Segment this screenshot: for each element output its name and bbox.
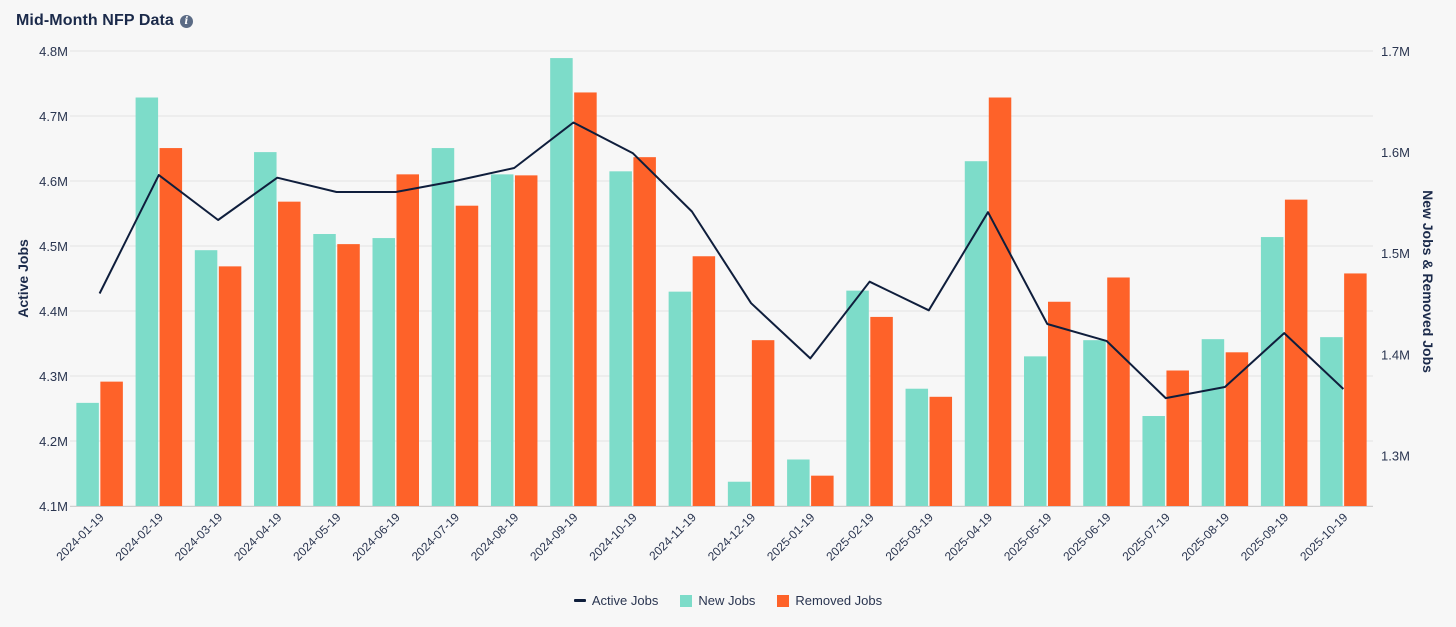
chart-title: Mid-Month NFP Data (16, 12, 174, 29)
x-tick-label-2025-02-19: 2025-02-19 (823, 510, 877, 564)
bar-removed-jobs-2024-02-19 (159, 148, 183, 507)
bar-removed-jobs-2025-05-19 (1048, 301, 1071, 506)
bar-removed-jobs-2025-04-19 (988, 97, 1012, 506)
bar-removed-jobs-2025-08-19 (1225, 352, 1249, 506)
x-tick-label-2025-08-19: 2025-08-19 (1179, 510, 1233, 564)
bar-removed-jobs-2024-11-19 (692, 256, 716, 506)
chart-header: Mid-Month NFP Data i (16, 12, 193, 30)
legend-swatch-active-jobs (573, 599, 586, 602)
bar-new-jobs-2024-07-19 (431, 148, 455, 507)
y-tick-label-1: 4.2M (39, 434, 68, 449)
y-axis-title: Active Jobs (15, 239, 31, 318)
bar-removed-jobs-2025-07-19 (1166, 370, 1189, 506)
x-tick-label-2025-01-19: 2025-01-19 (764, 510, 818, 564)
x-tick-label-2025-07-19: 2025-07-19 (1120, 510, 1174, 564)
bar-new-jobs-2024-05-19 (313, 234, 336, 506)
legend-item-new-jobs[interactable]: New Jobs (680, 593, 755, 608)
bar-removed-jobs-2025-03-19 (929, 396, 953, 506)
bar-new-jobs-2025-09-19 (1260, 237, 1284, 507)
x-tick-label-2024-10-19: 2024-10-19 (586, 510, 640, 564)
y2-tick-label-2: 1.5M (1381, 246, 1410, 261)
bar-removed-jobs-2024-05-19 (337, 244, 360, 506)
y-tick-label-2: 4.3M (39, 369, 68, 384)
bar-removed-jobs-2025-02-19 (870, 316, 893, 506)
bar-removed-jobs-2025-10-19 (1344, 273, 1367, 506)
x-tick-label-2025-03-19: 2025-03-19 (883, 510, 937, 564)
bar-new-jobs-2025-08-19 (1201, 339, 1225, 506)
y2-axis-title: New Jobs & Removed Jobs (1420, 190, 1436, 373)
x-tick-label-2024-11-19: 2024-11-19 (646, 510, 699, 563)
x-tick-label-2024-05-19: 2024-05-19 (290, 510, 344, 564)
x-tick-label-2024-01-19: 2024-01-19 (53, 510, 107, 564)
bar-new-jobs-2025-10-19 (1320, 337, 1343, 506)
legend-swatch-removed-jobs (777, 594, 790, 607)
bar-new-jobs-2024-02-19 (135, 97, 159, 506)
x-tick-label-2024-03-19: 2024-03-19 (172, 510, 226, 564)
x-tick-label-2025-05-19: 2025-05-19 (1001, 510, 1055, 564)
bar-removed-jobs-2024-07-19 (455, 205, 479, 506)
legend-swatch-new-jobs (680, 594, 693, 607)
legend-label-removed-jobs: Removed Jobs (795, 593, 883, 608)
bar-new-jobs-2025-06-19 (1083, 340, 1106, 506)
bar-new-jobs-2024-04-19 (254, 152, 277, 506)
bar-new-jobs-2024-10-19 (609, 171, 632, 507)
x-tick-label-2024-04-19: 2024-04-19 (231, 510, 285, 564)
x-tick-label-2024-07-19: 2024-07-19 (409, 510, 463, 564)
y-tick-label-4: 4.5M (39, 239, 68, 254)
y2-tick-label-4: 1.7M (1381, 44, 1410, 59)
bar-new-jobs-2025-07-19 (1142, 416, 1165, 506)
bar-new-jobs-2024-06-19 (372, 238, 395, 507)
bar-removed-jobs-2025-06-19 (1107, 277, 1130, 506)
bar-new-jobs-2024-03-19 (194, 250, 218, 506)
y-tick-label-0: 4.1M (39, 499, 68, 514)
x-tick-label-2024-08-19: 2024-08-19 (468, 510, 522, 564)
bar-new-jobs-2024-01-19 (76, 402, 99, 506)
y-tick-label-6: 4.7M (39, 109, 68, 124)
chart-legend: Active Jobs New Jobs Removed Jobs (0, 593, 1456, 608)
bar-removed-jobs-2024-12-19 (751, 340, 775, 506)
x-tick-label-2024-06-19: 2024-06-19 (350, 510, 404, 564)
bar-removed-jobs-2024-10-19 (633, 157, 656, 506)
bar-new-jobs-2025-04-19 (964, 161, 988, 506)
bar-removed-jobs-2024-09-19 (574, 92, 597, 506)
x-tick-label-2024-02-19: 2024-02-19 (113, 510, 167, 564)
x-tick-label-2024-09-19: 2024-09-19 (527, 510, 581, 564)
legend-label-active-jobs: Active Jobs (591, 593, 659, 608)
bar-removed-jobs-2025-01-19 (811, 475, 834, 506)
bar-removed-jobs-2024-04-19 (278, 201, 301, 506)
bar-removed-jobs-2024-03-19 (218, 266, 242, 506)
bar-removed-jobs-2024-08-19 (514, 175, 538, 506)
y-tick-label-7: 4.8M (39, 44, 68, 59)
info-icon[interactable]: i (179, 14, 193, 28)
y2-tick-label-0: 1.3M (1381, 448, 1410, 463)
bar-new-jobs-2025-01-19 (787, 459, 810, 506)
y-tick-label-3: 4.4M (39, 304, 68, 319)
bar-new-jobs-2025-05-19 (1024, 356, 1047, 506)
bar-new-jobs-2024-12-19 (727, 481, 751, 506)
x-tick-label-2025-06-19: 2025-06-19 (1060, 510, 1114, 564)
bar-new-jobs-2024-09-19 (550, 58, 573, 506)
x-tick-label-2025-09-19: 2025-09-19 (1238, 510, 1292, 564)
legend-label-new-jobs: New Jobs (698, 593, 756, 608)
legend-item-removed-jobs[interactable]: Removed Jobs (777, 593, 882, 608)
bar-removed-jobs-2024-06-19 (396, 174, 419, 506)
bar-new-jobs-2024-08-19 (490, 174, 514, 506)
line-active-jobs (98, 121, 1345, 400)
x-tick-label-2024-12-19: 2024-12-19 (705, 510, 759, 564)
y2-tick-label-1: 1.4M (1381, 347, 1410, 362)
x-tick-label-2025-04-19: 2025-04-19 (942, 510, 996, 564)
legend-item-active-jobs[interactable]: Active Jobs (573, 593, 659, 608)
bar-new-jobs-2024-11-19 (668, 291, 692, 506)
bar-removed-jobs-2025-09-19 (1284, 199, 1308, 506)
x-tick-label-2025-10-19: 2025-10-19 (1297, 510, 1351, 564)
y-tick-label-5: 4.6M (39, 174, 68, 189)
bar-removed-jobs-2024-01-19 (100, 381, 123, 506)
y2-tick-label-3: 1.6M (1381, 145, 1410, 160)
bar-new-jobs-2025-03-19 (905, 388, 929, 506)
bar-new-jobs-2025-02-19 (846, 290, 869, 506)
